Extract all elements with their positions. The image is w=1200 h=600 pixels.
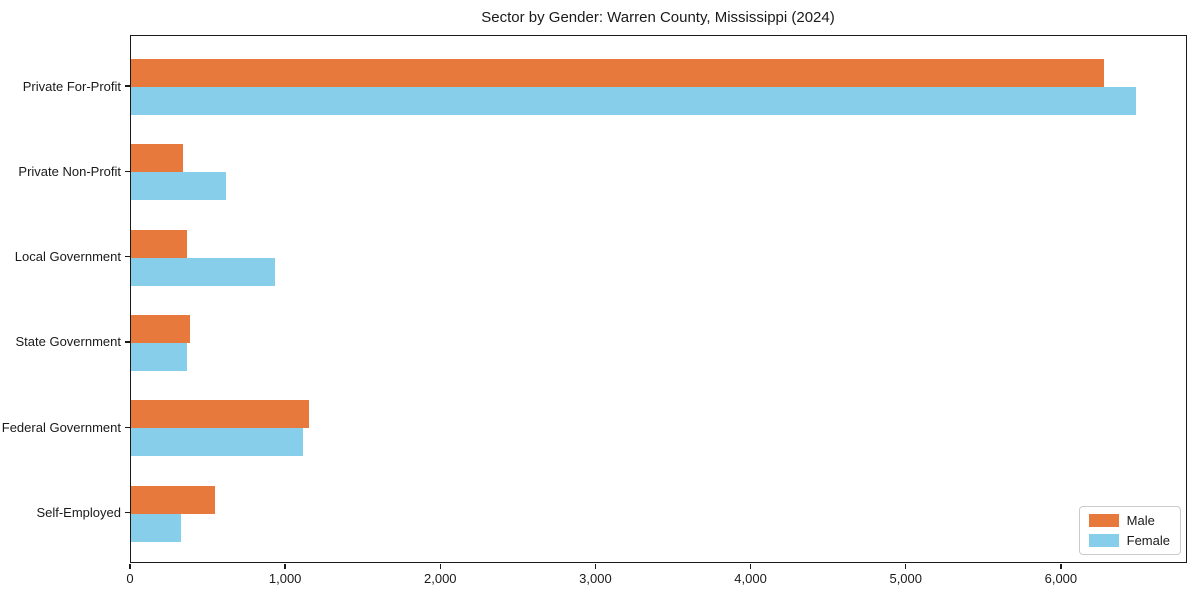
legend-entry-female: Female — [1088, 533, 1170, 548]
y-tick-label: Private For-Profit — [22, 78, 121, 94]
x-axis-tick — [439, 563, 442, 569]
plot-area: Male Female — [130, 35, 1187, 563]
bar-female-2 — [131, 172, 227, 201]
legend-entry-male: Male — [1088, 513, 1170, 528]
x-axis-tick — [129, 563, 131, 569]
y-tick-label: State Government — [15, 334, 122, 350]
x-tick-label: 1,000 — [268, 571, 302, 586]
y-axis-tick — [125, 170, 130, 173]
bar-male-4 — [131, 314, 190, 343]
y-axis-tick — [125, 426, 130, 429]
x-tick-label: 3,000 — [579, 571, 612, 586]
y-axis-tick — [125, 511, 130, 514]
y-tick-label: Private Non-Profit — [18, 163, 121, 179]
x-tick-label: 6,000 — [1044, 571, 1078, 586]
x-tick-label: 5,000 — [889, 571, 923, 586]
bar-male-1 — [131, 59, 1104, 87]
y-tick-label: Federal Government — [1, 419, 121, 435]
bar-female-1 — [131, 87, 1137, 115]
bar-female-4 — [131, 342, 187, 371]
chart-title: Sector by Gender: Warren County, Mississ… — [481, 9, 835, 26]
x-axis-tick — [594, 563, 597, 569]
x-tick-label: 2,000 — [424, 571, 457, 586]
legend-swatch-female — [1088, 534, 1119, 547]
x-axis-tick — [1060, 563, 1062, 569]
y-axis-tick — [125, 341, 130, 343]
bar-male-5 — [131, 400, 310, 429]
x-axis-tick — [749, 563, 752, 569]
legend-label-female: Female — [1126, 533, 1170, 548]
bar-male-2 — [131, 144, 183, 173]
legend: Male Female — [1078, 506, 1181, 555]
y-tick-label: Self-Employed — [36, 505, 121, 521]
y-axis-tick — [125, 85, 130, 87]
bar-female-5 — [131, 428, 304, 457]
y-axis-tick — [125, 255, 130, 258]
bar-male-3 — [131, 229, 187, 258]
bar-female-6 — [131, 513, 181, 542]
legend-label-male: Male — [1126, 513, 1155, 528]
x-axis-tick — [904, 563, 907, 569]
x-tick-label: 4,000 — [734, 571, 767, 586]
legend-swatch-male — [1088, 514, 1119, 527]
y-tick-label: Local Government — [14, 249, 121, 265]
bar-male-6 — [131, 485, 215, 514]
bar-female-3 — [131, 257, 276, 286]
x-axis-tick — [284, 563, 286, 569]
x-tick-label: 0 — [126, 571, 134, 586]
